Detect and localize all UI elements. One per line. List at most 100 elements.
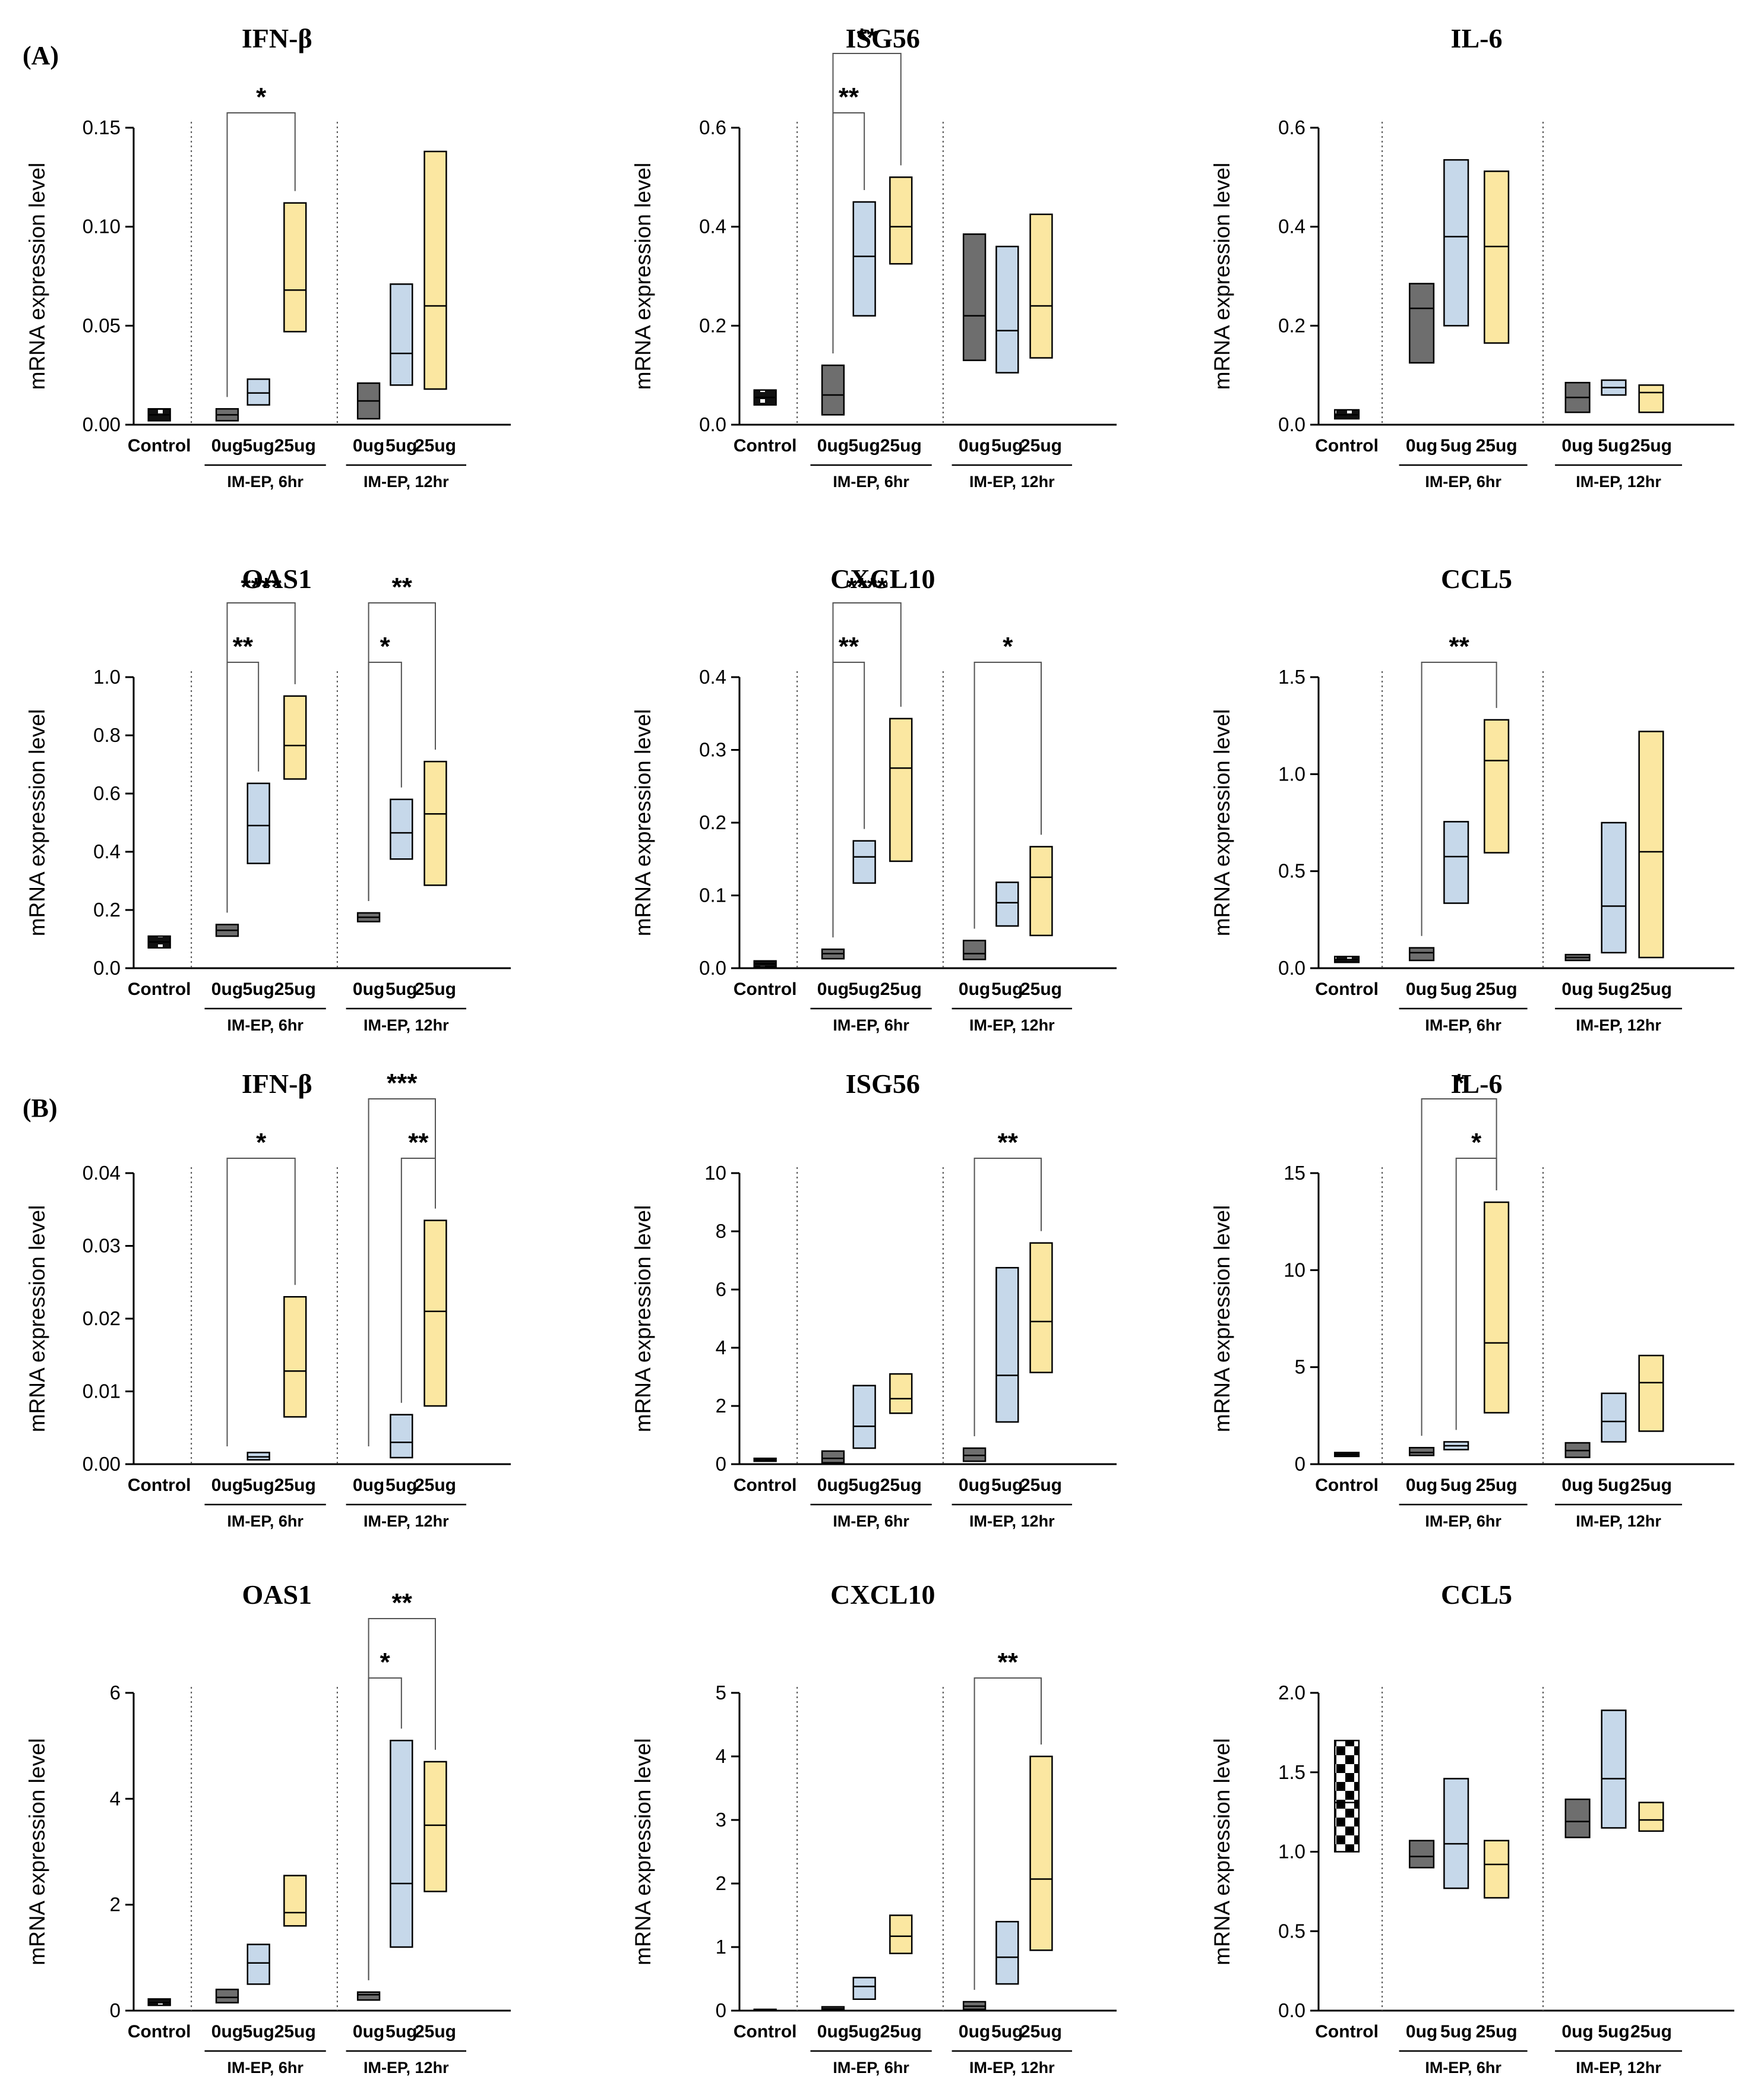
x-tick-label: 5ug bbox=[243, 2022, 274, 2042]
chart-title: IFN-β bbox=[242, 23, 312, 53]
x-tick-label: Control bbox=[128, 436, 191, 456]
y-tick-label: 0.6 bbox=[699, 116, 726, 138]
chart-title: CXCL10 bbox=[830, 564, 935, 594]
x-tick-label: 5ug bbox=[1440, 436, 1472, 456]
y-tick-label: 0 bbox=[716, 1999, 726, 2021]
x-tick-label: Control bbox=[128, 979, 191, 999]
group-label: IM-EP, 6hr bbox=[1425, 1512, 1501, 1530]
box-5ug bbox=[1443, 159, 1469, 327]
x-tick-label: 25ug bbox=[1476, 979, 1518, 999]
chart-title: CCL5 bbox=[1441, 1579, 1512, 1610]
box-0ug bbox=[215, 1989, 239, 2003]
group-label: IM-EP, 12hr bbox=[1576, 473, 1661, 491]
y-tick-label: 0.15 bbox=[83, 116, 121, 138]
significance-label: ** bbox=[998, 1648, 1019, 1677]
y-tick-label: 15 bbox=[1284, 1162, 1305, 1184]
chart-title: IL-6 bbox=[1451, 1069, 1503, 1099]
box-25ug bbox=[423, 1761, 447, 1892]
x-tick-label: Control bbox=[734, 436, 797, 456]
x-tick-label: 0ug bbox=[353, 979, 384, 999]
box-25ug bbox=[1029, 1242, 1053, 1373]
significance-label: ** bbox=[233, 632, 254, 661]
x-tick-label: 5ug bbox=[1598, 979, 1629, 999]
x-tick-label: 25ug bbox=[1020, 436, 1062, 456]
y-tick-label: 0.10 bbox=[83, 216, 121, 238]
y-tick-label: 1.0 bbox=[93, 666, 121, 688]
significance-label: ** bbox=[408, 1128, 429, 1157]
y-tick-label: 0.6 bbox=[93, 782, 121, 804]
y-tick-label: 0.6 bbox=[1278, 116, 1305, 138]
y-tick-label: 5 bbox=[716, 1682, 726, 1704]
x-tick-label: 0ug bbox=[353, 1475, 384, 1495]
x-tick-label: 5ug bbox=[991, 2022, 1023, 2042]
x-tick-label: 0ug bbox=[1561, 979, 1593, 999]
box-5ug bbox=[1601, 1709, 1627, 1829]
panel-label-a: (A) bbox=[23, 41, 59, 70]
significance-bracket bbox=[832, 662, 865, 938]
box-0ug bbox=[1409, 1840, 1435, 1869]
chart-7: IFN-β 0.00 0.01 0.02 0.03 0.04 mRNA expression… bbox=[25, 1069, 511, 1530]
x-tick-label: 25ug bbox=[415, 1475, 456, 1495]
significance-label: * bbox=[1003, 632, 1013, 661]
box-25ug bbox=[423, 1219, 447, 1407]
x-tick-label: 25ug bbox=[1630, 979, 1672, 999]
x-tick-label: 25ug bbox=[274, 979, 316, 999]
box-Control bbox=[1334, 1740, 1360, 1853]
y-tick-label: 0.4 bbox=[699, 216, 726, 238]
box-5ug bbox=[852, 1977, 876, 2000]
significance-label: * bbox=[256, 83, 267, 112]
chart-title: IFN-β bbox=[242, 1069, 312, 1099]
x-tick-label: 0ug bbox=[1561, 436, 1593, 456]
box-0ug bbox=[1409, 283, 1435, 364]
x-tick-label: 5ug bbox=[243, 436, 274, 456]
box-0ug bbox=[1409, 1446, 1435, 1456]
significance-label: ** bbox=[392, 1588, 413, 1617]
significance-bracket bbox=[368, 602, 436, 901]
chart-title: OAS1 bbox=[242, 564, 312, 594]
box-25ug bbox=[283, 1875, 307, 1927]
y-tick-label: 0.00 bbox=[83, 413, 121, 435]
significance-bracket bbox=[226, 112, 296, 397]
x-tick-label: 0ug bbox=[817, 2022, 849, 2042]
y-tick-label: 0.01 bbox=[83, 1380, 121, 1402]
significance-label: ** bbox=[857, 23, 878, 52]
box-25ug bbox=[1484, 1201, 1510, 1414]
significance-bracket bbox=[368, 662, 402, 901]
group-label: IM-EP, 6hr bbox=[1425, 2059, 1501, 2077]
significance-label: * bbox=[256, 1128, 267, 1157]
box-0ug bbox=[821, 364, 845, 416]
x-tick-label: 5ug bbox=[991, 436, 1023, 456]
x-tick-label: Control bbox=[734, 2022, 797, 2042]
y-tick-label: 0.03 bbox=[83, 1235, 121, 1257]
box-25ug bbox=[889, 1914, 913, 1954]
x-tick-label: 5ug bbox=[991, 1475, 1023, 1495]
significance-label: ** bbox=[839, 632, 859, 661]
x-tick-label: 0ug bbox=[211, 2022, 243, 2042]
chart-3: IL-6 0.0 0.2 0.4 0.6 mRNA expression level Con… bbox=[1210, 23, 1734, 491]
x-tick-label: 25ug bbox=[415, 2022, 456, 2042]
box-0ug bbox=[962, 940, 987, 960]
x-tick-label: Control bbox=[734, 1475, 797, 1495]
significance-label: ** bbox=[839, 83, 859, 112]
y-tick-label: 0.3 bbox=[699, 739, 726, 761]
group-label: IM-EP, 6hr bbox=[227, 1016, 304, 1034]
x-tick-label: 25ug bbox=[415, 979, 456, 999]
x-tick-label: 25ug bbox=[1476, 1475, 1518, 1495]
x-tick-label: 5ug bbox=[991, 979, 1023, 999]
chart-title: CCL5 bbox=[1441, 564, 1512, 594]
group-label: IM-EP, 6hr bbox=[227, 2059, 304, 2077]
box-5ug bbox=[1443, 821, 1469, 904]
y-tick-label: 6 bbox=[716, 1278, 726, 1300]
x-tick-label: 0ug bbox=[211, 979, 243, 999]
y-tick-label: 4 bbox=[716, 1336, 726, 1358]
box-5ug bbox=[995, 1920, 1019, 1985]
significance-bracket bbox=[368, 1098, 436, 1446]
group-label: IM-EP, 12hr bbox=[969, 1512, 1055, 1530]
x-tick-label: 5ug bbox=[385, 1475, 417, 1495]
x-tick-label: 0ug bbox=[959, 436, 990, 456]
x-tick-label: 25ug bbox=[880, 1475, 922, 1495]
significance-bracket bbox=[1421, 662, 1497, 936]
